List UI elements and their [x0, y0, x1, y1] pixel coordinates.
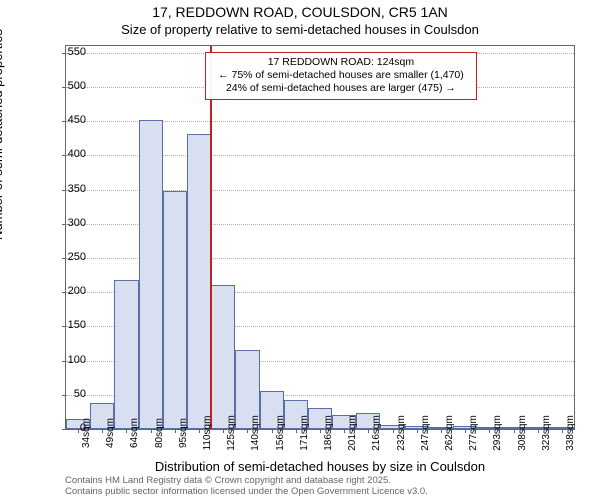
annotation-line1: 17 REDDOWN ROAD: 124sqm: [212, 56, 470, 69]
x-tick-label: 110sqm: [202, 416, 213, 451]
x-tick-mark: [223, 429, 224, 433]
x-tick-label: 95sqm: [178, 418, 189, 448]
x-tick-mark: [514, 429, 515, 433]
x-tick-mark: [296, 429, 297, 433]
y-tick-label: 300: [68, 217, 86, 229]
x-tick-mark: [102, 429, 103, 433]
x-tick-mark: [151, 429, 152, 433]
x-tick-label: 171sqm: [299, 415, 310, 451]
x-tick-mark: [344, 429, 345, 433]
x-tick-mark: [272, 429, 273, 433]
y-tick-label: 350: [68, 183, 86, 195]
y-tick-label: 250: [68, 251, 86, 263]
y-tick-mark: [62, 292, 66, 293]
x-tick-mark: [175, 429, 176, 433]
x-tick-mark: [489, 429, 490, 433]
property-marker-line: [210, 46, 212, 429]
y-tick-mark: [62, 361, 66, 362]
y-tick-label: 150: [68, 319, 86, 331]
histogram-bar: [114, 280, 138, 429]
x-tick-label: 80sqm: [154, 418, 165, 448]
y-tick-label: 550: [68, 46, 86, 58]
histogram-bar: [163, 191, 187, 429]
x-tick-mark: [562, 429, 563, 433]
x-tick-label: 308sqm: [517, 415, 528, 451]
chart-container: 17, REDDOWN ROAD, COULSDON, CR5 1AN Size…: [0, 0, 600, 500]
y-tick-mark: [62, 53, 66, 54]
histogram-bar: [211, 285, 235, 429]
title-main: 17, REDDOWN ROAD, COULSDON, CR5 1AN: [0, 4, 600, 20]
x-tick-label: 216sqm: [371, 415, 382, 451]
y-tick-mark: [62, 224, 66, 225]
annotation-line3: 24% of semi-detached houses are larger (…: [212, 82, 470, 95]
footer-line2: Contains public sector information licen…: [65, 487, 428, 498]
x-tick-label: 186sqm: [323, 415, 334, 451]
y-tick-label: 200: [68, 285, 86, 297]
y-tick-label: 500: [68, 80, 86, 92]
x-tick-label: 34sqm: [81, 418, 92, 448]
y-tick-mark: [62, 155, 66, 156]
y-tick-label: 400: [68, 148, 86, 160]
annotation-line2: ← 75% of semi-detached houses are smalle…: [212, 69, 470, 82]
y-tick-mark: [62, 326, 66, 327]
x-tick-label: 125sqm: [226, 415, 237, 451]
histogram-bar: [187, 134, 211, 429]
x-tick-label: 338sqm: [565, 415, 576, 451]
y-tick-label: 50: [74, 388, 86, 400]
y-tick-mark: [62, 429, 66, 430]
x-tick-mark: [320, 429, 321, 433]
y-tick-mark: [62, 395, 66, 396]
y-tick-mark: [62, 87, 66, 88]
x-tick-label: 49sqm: [105, 418, 116, 448]
x-tick-mark: [465, 429, 466, 433]
y-tick-mark: [62, 121, 66, 122]
y-tick-label: 450: [68, 114, 86, 126]
x-tick-label: 277sqm: [468, 415, 479, 451]
x-tick-label: 156sqm: [275, 415, 286, 451]
x-tick-mark: [441, 429, 442, 433]
x-tick-label: 64sqm: [129, 418, 140, 448]
x-tick-label: 293sqm: [492, 415, 503, 451]
x-tick-mark: [199, 429, 200, 433]
histogram-bar: [139, 120, 163, 429]
x-tick-mark: [368, 429, 369, 433]
x-tick-label: 140sqm: [250, 415, 261, 451]
annotation-box: 17 REDDOWN ROAD: 124sqm← 75% of semi-det…: [205, 52, 477, 100]
title-sub: Size of property relative to semi-detach…: [0, 22, 600, 37]
y-tick-mark: [62, 258, 66, 259]
x-tick-label: 262sqm: [444, 415, 455, 451]
x-tick-mark: [538, 429, 539, 433]
x-tick-mark: [247, 429, 248, 433]
x-tick-label: 323sqm: [541, 415, 552, 451]
x-tick-mark: [393, 429, 394, 433]
x-tick-label: 247sqm: [420, 415, 431, 451]
plot-area: 17 REDDOWN ROAD: 124sqm← 75% of semi-det…: [65, 45, 575, 430]
y-axis-label: Number of semi-detached properties: [0, 29, 5, 240]
footer-attribution: Contains HM Land Registry data © Crown c…: [65, 476, 428, 498]
y-tick-mark: [62, 190, 66, 191]
x-tick-mark: [417, 429, 418, 433]
y-tick-label: 100: [68, 354, 86, 366]
x-tick-mark: [126, 429, 127, 433]
x-tick-label: 201sqm: [347, 415, 358, 451]
x-tick-label: 232sqm: [396, 415, 407, 451]
x-axis-label: Distribution of semi-detached houses by …: [65, 459, 575, 474]
